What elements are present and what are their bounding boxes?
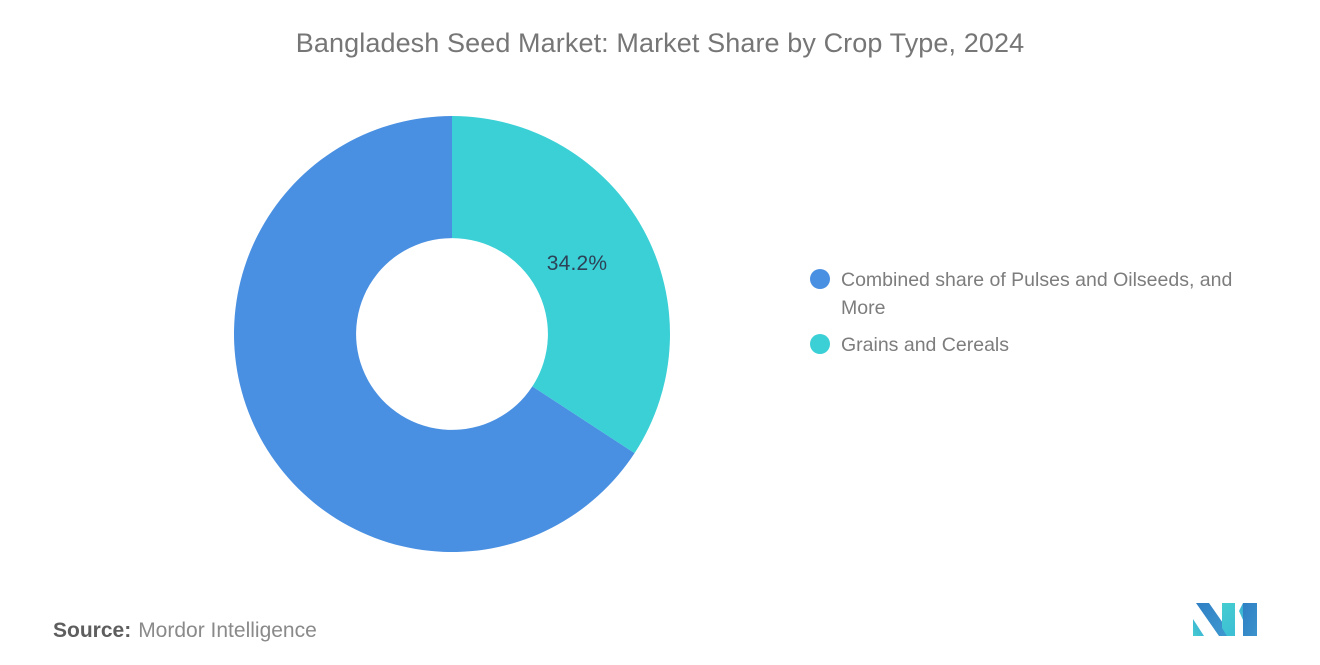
donut-slice-combined-pulses-oilseeds[interactable] [233,116,635,552]
logo-glyph [1193,603,1257,636]
page-title: Bangladesh Seed Market: Market Share by … [295,28,1025,58]
source-value: Mordor Intelligence [138,619,317,642]
mordor-intelligence-logo-icon [1191,597,1267,641]
chart-legend: Combined share of Pulses and Oilseeds, a… [810,266,1280,368]
legend-item-grains-cereals[interactable]: Grains and Cereals [810,331,1280,359]
legend-label-combined-pulses-oilseeds: Combined share of Pulses and Oilseeds, a… [841,269,1233,319]
donut-slice-grains-cereals[interactable] [452,116,670,454]
source-line: Source: Mordor Intelligence [53,619,317,643]
donut-chart-plot-area [232,110,672,560]
donut-chart-svg [233,116,670,552]
source-label: Source: [53,619,132,642]
slice-data-label-grains-cereals: 34.2% [546,252,608,275]
legend-label-grains-cereals: Grains and Cereals [841,334,1009,356]
legend-swatch-icon-grains-cereals [810,334,830,354]
legend-item-combined-pulses-oilseeds[interactable]: Combined share of Pulses and Oilseeds, a… [810,266,1280,322]
legend-swatch-icon-combined-pulses-oilseeds [810,269,830,289]
